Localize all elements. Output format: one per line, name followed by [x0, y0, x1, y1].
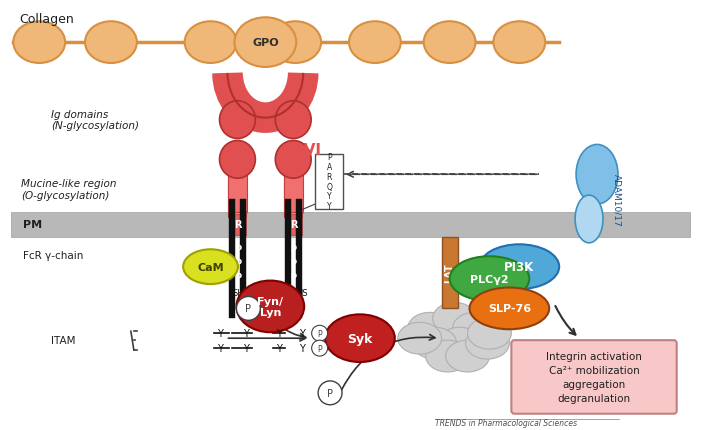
Ellipse shape: [349, 22, 401, 64]
Text: P: P: [327, 388, 333, 398]
Text: R: R: [234, 220, 242, 230]
Text: Ig domains
(N-glycosylation): Ig domains (N-glycosylation): [51, 110, 139, 131]
Text: Y: Y: [299, 343, 305, 353]
Ellipse shape: [446, 341, 489, 372]
Text: Y: Y: [243, 329, 249, 338]
Text: Syk: Syk: [347, 332, 373, 345]
Text: SLP-76: SLP-76: [488, 304, 531, 313]
Text: P: P: [291, 258, 297, 267]
Text: Fyn/
Lyn: Fyn/ Lyn: [257, 296, 283, 317]
Ellipse shape: [275, 141, 311, 179]
Ellipse shape: [453, 313, 496, 344]
Bar: [229, 175, 247, 212]
Ellipse shape: [184, 22, 236, 64]
Bar: [285, 170, 302, 218]
Text: degranulation: degranulation: [557, 393, 631, 403]
Bar: [288, 168, 298, 219]
Text: LAT: LAT: [444, 263, 455, 283]
Circle shape: [236, 297, 260, 321]
Circle shape: [318, 381, 342, 405]
Text: P: P: [235, 273, 241, 282]
Text: SH: SH: [232, 289, 244, 297]
Ellipse shape: [470, 288, 549, 329]
Ellipse shape: [465, 328, 510, 359]
Bar: [315, 155, 343, 209]
Text: Y: Y: [217, 329, 223, 338]
Text: HS: HS: [296, 289, 308, 297]
Text: P: P: [235, 245, 241, 254]
Ellipse shape: [85, 22, 137, 64]
Text: PI3K: PI3K: [504, 261, 534, 273]
Text: P: P: [318, 329, 322, 338]
Bar: [442, 237, 458, 309]
Circle shape: [312, 326, 327, 341]
Text: R: R: [290, 220, 297, 230]
Ellipse shape: [449, 257, 529, 301]
Text: P: P: [245, 304, 252, 313]
Ellipse shape: [236, 281, 304, 332]
Ellipse shape: [183, 250, 238, 284]
Ellipse shape: [468, 318, 511, 349]
Text: ITAM: ITAM: [51, 335, 76, 345]
Ellipse shape: [494, 22, 545, 64]
Text: GPVI: GPVI: [280, 143, 321, 157]
Bar: [229, 200, 236, 319]
Bar: [240, 200, 247, 319]
Text: Y: Y: [217, 343, 223, 353]
Bar: [11, 212, 690, 237]
Ellipse shape: [397, 322, 442, 354]
Text: Collagen: Collagen: [20, 13, 74, 26]
Ellipse shape: [325, 315, 395, 362]
Text: Y: Y: [243, 343, 249, 353]
Ellipse shape: [219, 141, 255, 179]
Bar: [285, 200, 291, 319]
Text: P: P: [318, 344, 322, 353]
Bar: [297, 200, 302, 319]
Ellipse shape: [433, 303, 477, 335]
Text: P: P: [291, 245, 297, 254]
Bar: [229, 170, 247, 218]
FancyBboxPatch shape: [511, 341, 676, 414]
Ellipse shape: [426, 341, 470, 372]
Ellipse shape: [234, 18, 297, 68]
Ellipse shape: [479, 245, 559, 289]
Ellipse shape: [408, 313, 451, 344]
Text: P: P: [291, 273, 297, 282]
Ellipse shape: [413, 328, 456, 359]
Text: Ca²⁺ mobilization: Ca²⁺ mobilization: [549, 365, 639, 375]
Text: Y: Y: [276, 343, 282, 353]
Text: ADAM10/17: ADAM10/17: [613, 173, 622, 226]
Text: Y: Y: [299, 329, 305, 338]
Ellipse shape: [437, 328, 482, 359]
Text: P
A
R
Q
Y
Y: P A R Q Y Y: [326, 153, 332, 210]
Bar: [285, 175, 304, 212]
Text: Y: Y: [276, 329, 282, 338]
Ellipse shape: [13, 22, 65, 64]
Text: PLCγ2: PLCγ2: [470, 274, 509, 284]
Ellipse shape: [219, 101, 255, 139]
Ellipse shape: [275, 101, 311, 139]
Ellipse shape: [423, 22, 475, 64]
Bar: [229, 215, 247, 235]
Ellipse shape: [575, 196, 603, 243]
Text: Mucine-like region
(O-glycosylation): Mucine-like region (O-glycosylation): [21, 179, 117, 200]
Text: PM: PM: [23, 220, 43, 230]
Text: TRENDS in Pharmacological Sciences: TRENDS in Pharmacological Sciences: [435, 418, 577, 427]
Text: GPO: GPO: [252, 38, 279, 48]
Text: Integrin activation: Integrin activation: [546, 351, 642, 361]
Bar: [285, 215, 302, 235]
Text: P: P: [235, 258, 241, 267]
Circle shape: [312, 341, 327, 356]
Ellipse shape: [269, 22, 321, 64]
Ellipse shape: [576, 145, 618, 205]
Text: FcR γ-chain: FcR γ-chain: [23, 250, 83, 260]
Bar: [233, 168, 243, 219]
Text: aggregation: aggregation: [562, 379, 626, 389]
Text: CaM: CaM: [197, 262, 224, 272]
